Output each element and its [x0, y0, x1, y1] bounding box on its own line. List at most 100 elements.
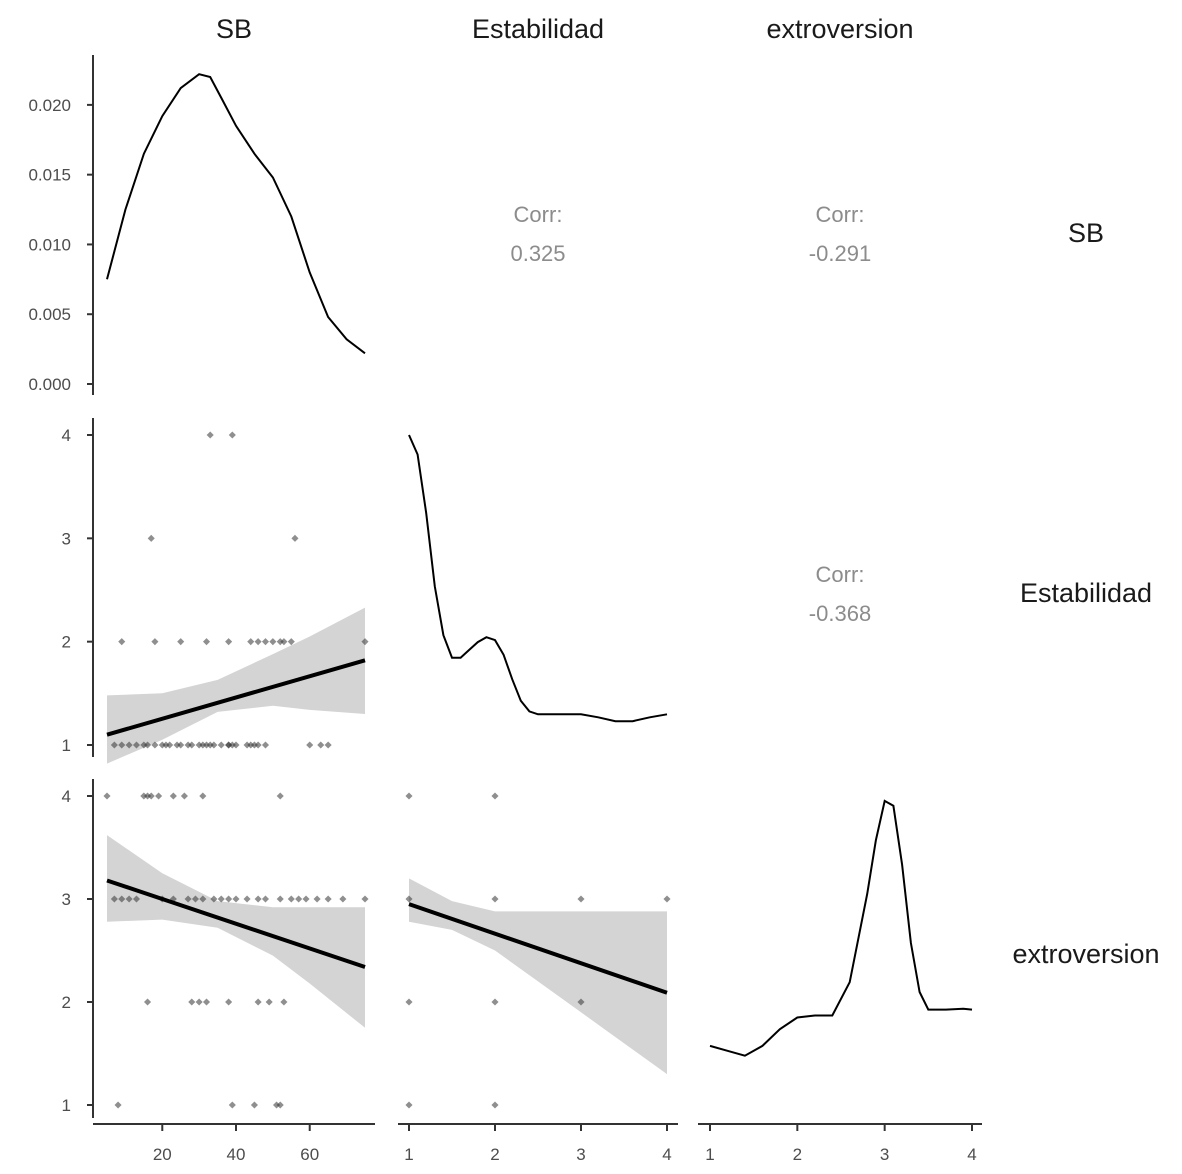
scatter-point-Estabilidad-vs-SB: [158, 741, 166, 749]
scatter-point-extroversion-vs-SB: [147, 792, 155, 800]
scatter-point-extroversion-vs-SB: [295, 895, 303, 903]
y-tick-label: 0.005: [28, 305, 71, 324]
scatter-point-Estabilidad-vs-SB: [140, 741, 148, 749]
scatter-point-extroversion-vs-SB: [302, 895, 310, 903]
density-curve-SB: [106, 73, 366, 355]
y-tick-label: 3: [62, 529, 71, 548]
scatter-point-Estabilidad-vs-SB: [177, 638, 185, 646]
scatter-point-Estabilidad-vs-SB: [206, 741, 214, 749]
scatter-point-Estabilidad-vs-SB: [199, 741, 207, 749]
scatter-point-Estabilidad-vs-SB: [202, 638, 211, 646]
scatter-point-Estabilidad-vs-SB: [166, 741, 174, 749]
scatter-point-Estabilidad-vs-SB: [291, 534, 299, 542]
y-tick-label: 2: [62, 993, 71, 1012]
column-strip-Estabilidad: Estabilidad: [472, 14, 604, 44]
scatter-point-Estabilidad-vs-SB: [177, 741, 185, 749]
scatter-point-extroversion-vs-SB: [324, 895, 332, 903]
scatter-point-extroversion-vs-SB: [155, 792, 163, 800]
scatter-point-extroversion-vs-SB: [276, 895, 284, 903]
scatter-point-extroversion-vs-SB: [225, 895, 233, 903]
scatter-point-extroversion-vs-SB: [103, 792, 111, 800]
y-tick-label: 2: [62, 633, 71, 652]
scatter-point-Estabilidad-vs-SB: [110, 741, 118, 749]
scatter-point-Estabilidad-vs-SB: [132, 741, 141, 749]
scatter-point-extroversion-vs-SB: [118, 895, 126, 903]
y-tick-label: 3: [62, 890, 71, 909]
scatter-point-Estabilidad-vs-SB: [247, 638, 255, 646]
scatter-point-extroversion-vs-Estabilidad: [491, 895, 499, 903]
scatter-point-Estabilidad-vs-SB: [287, 638, 295, 646]
confidence-band-extroversion-vs-SB: [107, 835, 365, 1028]
y-tick-label: 0.000: [28, 375, 71, 394]
scatter-point-extroversion-vs-SB: [125, 895, 133, 903]
scatter-point-extroversion-vs-SB: [180, 792, 188, 800]
scatter-point-Estabilidad-vs-SB: [188, 741, 196, 749]
y-tick-label: 1: [62, 1096, 71, 1115]
scatter-point-Estabilidad-vs-SB: [195, 741, 203, 749]
corr-value: 0.325: [510, 241, 565, 266]
scatter-point-extroversion-vs-Estabilidad: [663, 895, 671, 903]
scatter-point-Estabilidad-vs-SB: [225, 741, 233, 749]
corr-value: -0.368: [809, 601, 871, 626]
corr-label: Corr:: [514, 202, 563, 227]
scatter-point-Estabilidad-vs-SB: [217, 741, 225, 749]
scatter-point-Estabilidad-vs-SB: [250, 741, 258, 749]
scatter-point-Estabilidad-vs-SB: [261, 741, 270, 749]
y-tick-label: 4: [62, 787, 71, 806]
scatter-point-Estabilidad-vs-SB: [317, 741, 325, 749]
scatter-point-extroversion-vs-SB: [169, 792, 177, 800]
scatter-point-Estabilidad-vs-SB: [151, 741, 159, 749]
x-tick-label: 1: [705, 1145, 714, 1164]
corr-label: Corr:: [816, 562, 865, 587]
scatter-point-extroversion-vs-SB: [140, 792, 148, 800]
scatter-point-extroversion-vs-SB: [217, 895, 225, 903]
scatter-point-extroversion-vs-SB: [265, 998, 273, 1006]
scatter-point-extroversion-vs-SB: [114, 1101, 122, 1109]
x-tick-label: 4: [967, 1145, 976, 1164]
scatter-point-Estabilidad-vs-SB: [306, 741, 314, 749]
x-tick-label: 40: [227, 1145, 246, 1164]
scatter-point-Estabilidad-vs-SB: [162, 741, 170, 749]
scatter-point-extroversion-vs-SB: [232, 895, 240, 903]
scatter-point-Estabilidad-vs-SB: [361, 638, 369, 646]
fit-line-Estabilidad-vs-SB: [106, 658, 366, 737]
scatter-point-Estabilidad-vs-SB: [261, 638, 270, 646]
scatter-point-extroversion-vs-SB: [228, 1101, 236, 1109]
scatter-point-Estabilidad-vs-SB: [118, 638, 126, 646]
row-strip-extroversion: extroversion: [1012, 939, 1159, 969]
y-tick-label: 1: [62, 736, 71, 755]
scatter-point-extroversion-vs-SB: [287, 895, 295, 903]
scatter-point-Estabilidad-vs-SB: [243, 741, 251, 749]
scatter-point-extroversion-vs-SB: [199, 895, 207, 903]
confidence-band-Estabilidad-vs-SB: [107, 607, 365, 764]
y-tick-label: 4: [62, 426, 71, 445]
fit-line-extroversion-vs-Estabilidad: [408, 902, 668, 995]
x-tick-label: 60: [300, 1145, 319, 1164]
scatter-point-extroversion-vs-Estabilidad: [577, 998, 585, 1006]
row-strip-Estabilidad: Estabilidad: [1020, 578, 1152, 608]
scatter-point-extroversion-vs-Estabilidad: [491, 998, 499, 1006]
scatter-point-Estabilidad-vs-SB: [269, 638, 277, 646]
scatter-point-extroversion-vs-SB: [276, 1101, 284, 1109]
y-tick-label: 0.015: [28, 166, 71, 185]
scatter-point-Estabilidad-vs-SB: [228, 741, 236, 749]
row-strip-SB: SB: [1068, 218, 1104, 248]
corr-value: -0.291: [809, 241, 871, 266]
density-curve-Estabilidad: [408, 434, 668, 723]
scatter-point-extroversion-vs-Estabilidad: [405, 1101, 413, 1109]
scatter-point-Estabilidad-vs-SB: [254, 638, 262, 646]
scatter-point-Estabilidad-vs-SB: [184, 741, 192, 749]
scatter-point-extroversion-vs-SB: [250, 1101, 258, 1109]
scatter-point-extroversion-vs-SB: [184, 895, 192, 903]
scatter-point-extroversion-vs-SB: [144, 792, 152, 800]
scatter-point-extroversion-vs-SB: [243, 895, 251, 903]
scatter-point-extroversion-vs-SB: [144, 998, 152, 1006]
x-tick-label: 2: [490, 1145, 499, 1164]
scatter-point-extroversion-vs-SB: [261, 895, 270, 903]
x-tick-label: 1: [404, 1145, 413, 1164]
scatter-point-extroversion-vs-SB: [188, 998, 196, 1006]
y-tick-label: 0.010: [28, 235, 71, 254]
column-strip-extroversion: extroversion: [766, 14, 913, 44]
scatter-point-extroversion-vs-SB: [132, 895, 141, 903]
